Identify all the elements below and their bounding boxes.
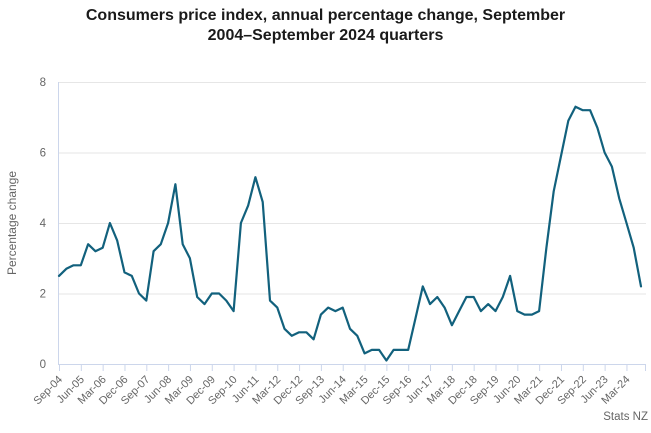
source-label: Stats NZ bbox=[603, 411, 648, 423]
y-tick-label: 4 bbox=[40, 218, 47, 230]
chart-title-line-2: 2004–September 2024 quarters bbox=[207, 26, 444, 44]
y-tick-label: 6 bbox=[40, 148, 46, 160]
cpi-series-line bbox=[57, 105, 643, 362]
y-tick-label: 0 bbox=[40, 359, 46, 371]
chart-title: Consumers price index, annual percentage… bbox=[33, 6, 618, 45]
y-tick-label: 2 bbox=[40, 289, 46, 301]
chart-title-line-1: Consumers price index, annual percentage… bbox=[85, 7, 566, 24]
y-axis-title: Percentage change bbox=[5, 171, 19, 275]
y-tick-label: 8 bbox=[40, 77, 46, 89]
